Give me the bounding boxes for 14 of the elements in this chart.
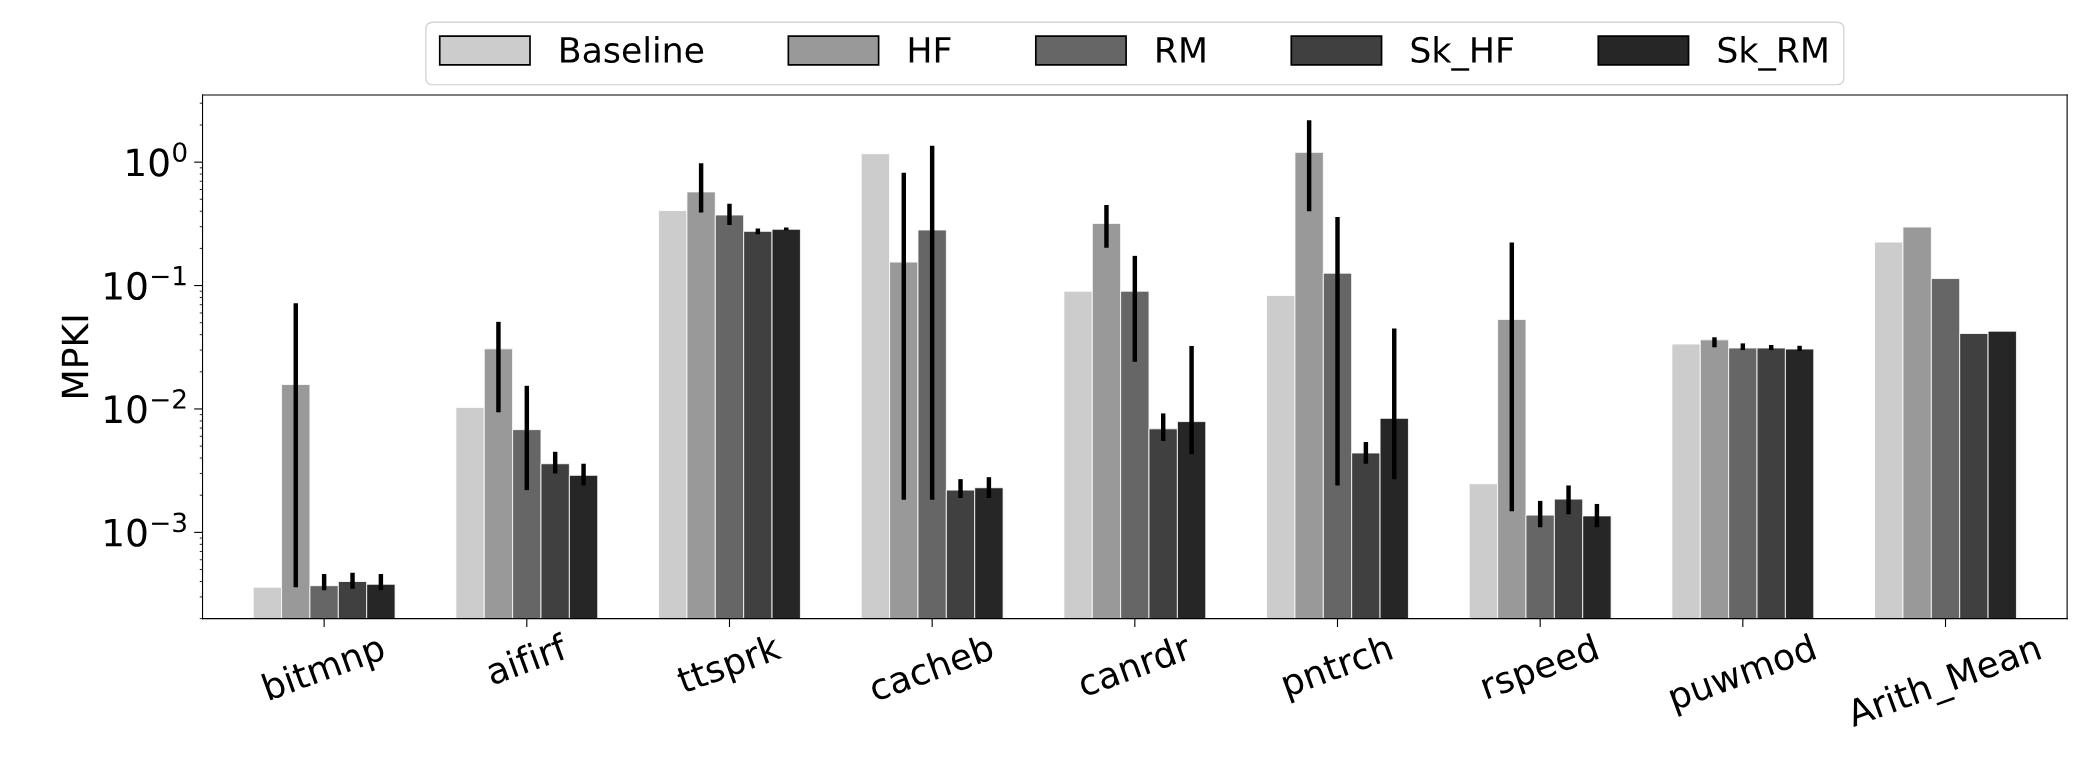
legend-label: RM [1157,37,1205,63]
x-tick-label: ttsprk [674,631,786,701]
x-tick-label: canrdr [1075,631,1194,698]
y-tick-label: 10$^{−2}$ [105,389,186,424]
legend-label: HF [909,37,951,63]
y-tick-label: 10$^{0}$ [127,142,187,177]
x-tick-label: aifirf [484,631,570,686]
x-tick-label: bitmnp [261,632,389,708]
y-tick-label: 10$^{−1}$ [105,266,186,301]
y-axis-title: MPKI [61,316,89,397]
legend-label: Baseline [561,36,704,63]
legend-label: Sk_RM [1718,36,1827,71]
legend-label: Sk_HF [1411,36,1513,71]
y-tick-label: 10$^{−3}$ [105,512,186,547]
